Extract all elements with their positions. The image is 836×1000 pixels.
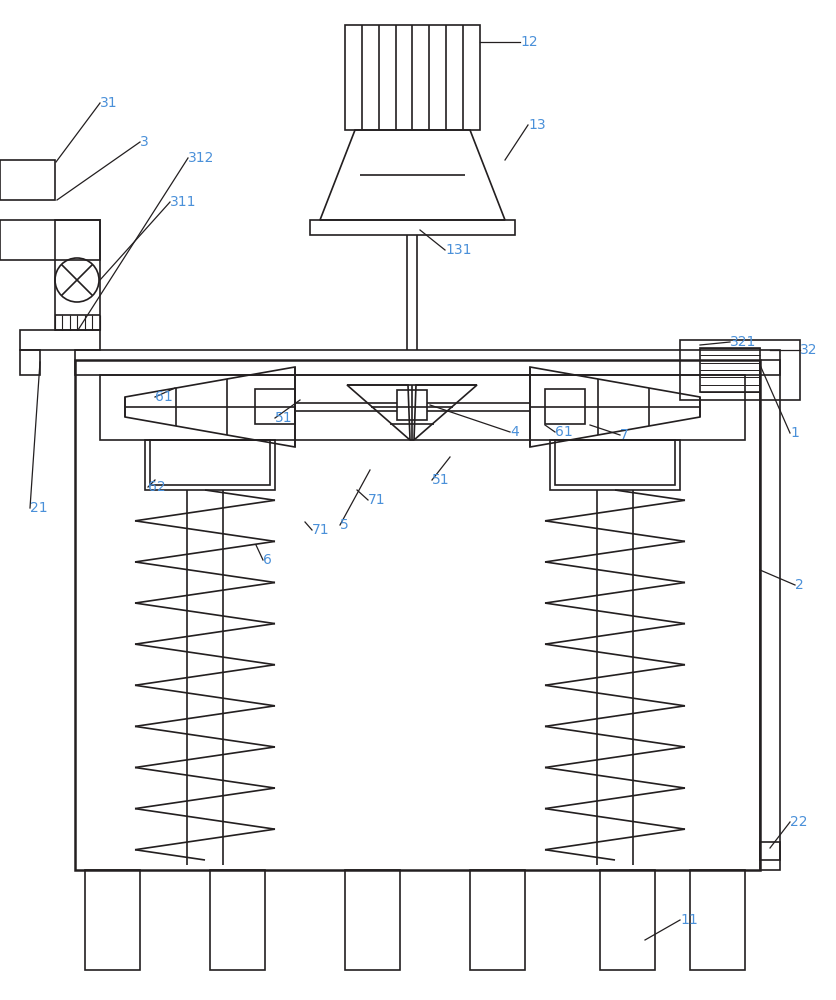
Bar	[699, 348, 759, 392]
Text: 311: 311	[170, 195, 196, 209]
Text: 61: 61	[554, 425, 572, 439]
Text: 2: 2	[794, 578, 803, 592]
Text: 31: 31	[99, 96, 118, 110]
Bar	[145, 440, 275, 490]
Bar	[85, 870, 140, 970]
Text: 61: 61	[155, 390, 172, 404]
Bar	[679, 340, 799, 400]
Bar	[20, 330, 99, 350]
Bar	[255, 389, 294, 424]
Bar	[396, 390, 426, 420]
Text: 51: 51	[275, 411, 293, 425]
Bar	[470, 870, 524, 970]
Bar	[759, 842, 779, 860]
Bar	[309, 220, 514, 235]
Bar	[0, 160, 55, 200]
Text: 4: 4	[509, 425, 518, 439]
Bar	[554, 440, 674, 485]
Bar	[210, 870, 265, 970]
Text: 11: 11	[679, 913, 697, 927]
Bar	[0, 220, 99, 260]
Bar	[344, 25, 479, 130]
Text: 7: 7	[619, 428, 628, 442]
Text: 131: 131	[445, 243, 471, 257]
Bar	[75, 360, 759, 870]
Text: 71: 71	[368, 493, 385, 507]
Text: 1: 1	[789, 426, 798, 440]
Text: 62: 62	[148, 480, 166, 494]
Text: 51: 51	[431, 473, 449, 487]
Text: 13: 13	[528, 118, 545, 132]
Text: 312: 312	[188, 151, 214, 165]
Bar	[549, 440, 679, 490]
Text: 321: 321	[729, 335, 756, 349]
Bar	[344, 870, 400, 970]
Text: 12: 12	[519, 35, 537, 49]
Bar	[150, 440, 270, 485]
Text: 3: 3	[140, 135, 149, 149]
Text: 32: 32	[799, 343, 817, 357]
Bar	[99, 375, 744, 440]
Text: 71: 71	[312, 523, 329, 537]
Bar	[20, 350, 40, 375]
Text: 21: 21	[30, 501, 48, 515]
Text: 6: 6	[263, 553, 272, 567]
Bar	[759, 360, 779, 870]
Bar	[599, 870, 655, 970]
Text: 5: 5	[339, 518, 349, 532]
Bar	[75, 350, 779, 375]
Bar	[544, 389, 584, 424]
Bar	[689, 870, 744, 970]
Text: 22: 22	[789, 815, 807, 829]
Bar	[55, 220, 99, 330]
